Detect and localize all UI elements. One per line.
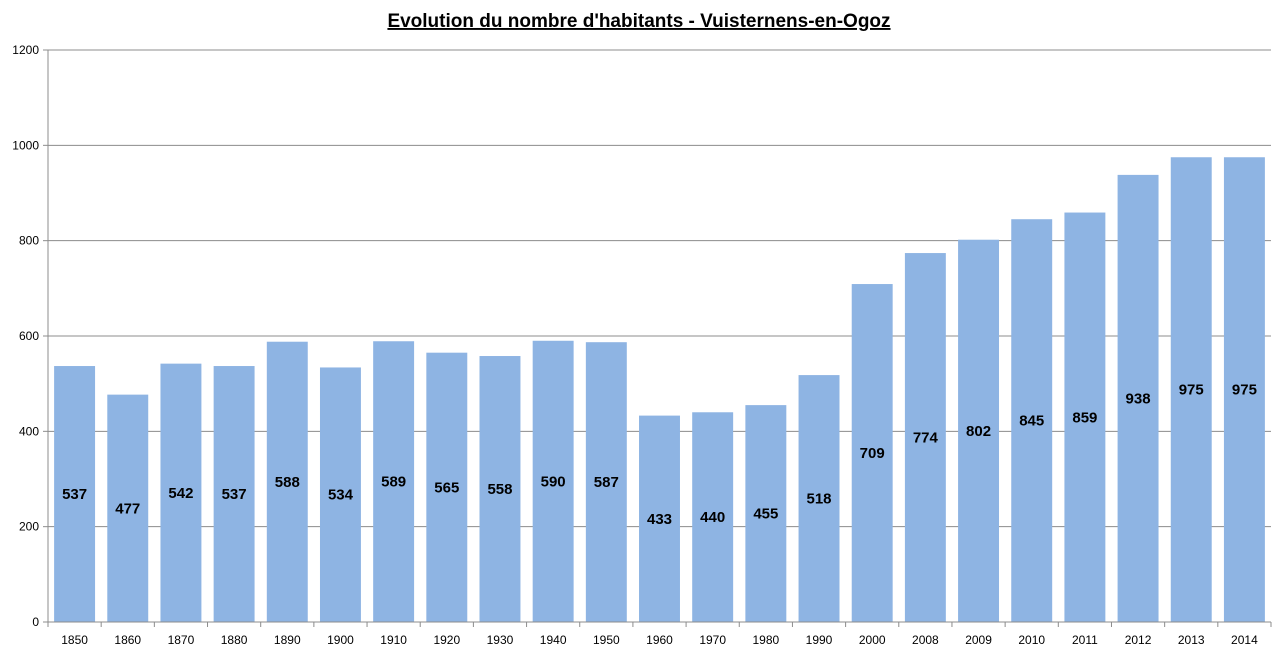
bar-1980: [745, 405, 787, 622]
bar-1940: [532, 340, 574, 622]
x-tick-label-2008: 2008: [912, 633, 939, 647]
data-label-1910: 589: [381, 474, 406, 491]
x-tick-label-1970: 1970: [699, 633, 726, 647]
x-tick-label-1990: 1990: [806, 633, 833, 647]
bar-1870: [160, 363, 202, 622]
data-label-1900: 534: [328, 487, 354, 504]
data-label-1990: 518: [807, 491, 832, 508]
y-tick-label: 1200: [12, 43, 39, 57]
x-tick-label-1940: 1940: [540, 633, 567, 647]
data-label-1850: 537: [62, 486, 87, 503]
data-label-2013: 975: [1179, 382, 1204, 399]
data-label-2000: 709: [860, 445, 885, 462]
bar-2009: [958, 239, 1000, 623]
bar-1860: [107, 394, 149, 622]
bar-2014: [1223, 157, 1265, 622]
bar-2012: [1117, 174, 1159, 623]
x-tick-label-1890: 1890: [274, 633, 301, 647]
data-label-1940: 590: [541, 473, 566, 490]
data-labels: 537 477 542 537 588 534 589 565 558 590 587 433 440 4…: [62, 382, 1257, 528]
bar-1880: [213, 366, 255, 622]
y-tick-label: 0: [32, 615, 39, 629]
x-tick-label-1960: 1960: [646, 633, 673, 647]
data-label-2009: 802: [966, 423, 991, 440]
bar-1950: [585, 342, 627, 622]
data-label-1880: 537: [222, 486, 247, 503]
data-label-2010: 845: [1019, 413, 1044, 430]
bar-2008: [904, 253, 946, 622]
y-tick-label: 200: [19, 520, 39, 534]
bar-1990: [798, 375, 840, 622]
x-tick-label-1850: 1850: [61, 633, 88, 647]
x-tick-label-1930: 1930: [487, 633, 514, 647]
x-tick-label-2011: 2011: [1072, 633, 1098, 647]
bar-1970: [692, 412, 734, 622]
y-tick-label: 600: [19, 329, 39, 343]
x-tick-label-1860: 1860: [114, 633, 141, 647]
bar-1900: [319, 367, 361, 622]
bar-2010: [1011, 219, 1053, 622]
data-label-1870: 542: [168, 485, 193, 502]
x-tick-label-1910: 1910: [380, 633, 407, 647]
data-label-1920: 565: [434, 479, 459, 496]
data-label-1970: 440: [700, 509, 725, 526]
bar-1910: [373, 341, 415, 622]
x-tick-label-1880: 1880: [221, 633, 248, 647]
x-tick-label-1920: 1920: [433, 633, 460, 647]
x-tick-label-1900: 1900: [327, 633, 354, 647]
x-tick-label-2014: 2014: [1231, 633, 1258, 647]
data-label-2014: 975: [1232, 382, 1257, 399]
bar-2000: [851, 284, 893, 622]
x-tick-label-1870: 1870: [168, 633, 195, 647]
data-label-1860: 477: [115, 500, 140, 517]
data-label-2008: 774: [913, 430, 939, 447]
x-tick-label-1950: 1950: [593, 633, 620, 647]
bar-2013: [1170, 157, 1212, 622]
data-label-1980: 455: [753, 506, 778, 523]
data-label-1950: 587: [594, 474, 619, 491]
data-label-1930: 558: [487, 481, 512, 498]
data-label-1960: 433: [647, 511, 672, 528]
bar-1930: [479, 356, 521, 622]
x-tick-label-2012: 2012: [1125, 633, 1152, 647]
x-tick-label-2010: 2010: [1018, 633, 1045, 647]
bar-1890: [266, 341, 308, 622]
x-axis: 1850 1860 1870 1880 1890 1900 1910 1920 1930 1940…: [47, 621, 1272, 647]
y-tick-label: 1000: [12, 138, 39, 152]
bar-2011: [1064, 212, 1106, 622]
x-tick-label-2009: 2009: [965, 633, 992, 647]
data-label-2012: 938: [1126, 390, 1151, 407]
bar-1850: [54, 366, 96, 622]
x-tick-label-2013: 2013: [1178, 633, 1205, 647]
data-label-2011: 859: [1072, 409, 1097, 426]
y-tick-label: 800: [19, 234, 39, 248]
chart-title: Evolution du nombre d'habitants - Vuiste…: [387, 11, 890, 32]
data-label-1890: 588: [275, 474, 300, 491]
bars: [54, 157, 1265, 623]
bar-1960: [639, 415, 680, 622]
y-axis: 0 200 400 600 800 1000 1200: [12, 43, 49, 629]
y-tick-label: 400: [19, 424, 39, 438]
x-tick-label-1980: 1980: [752, 633, 779, 647]
bar-1920: [426, 352, 468, 622]
x-tick-label-2000: 2000: [859, 633, 886, 647]
